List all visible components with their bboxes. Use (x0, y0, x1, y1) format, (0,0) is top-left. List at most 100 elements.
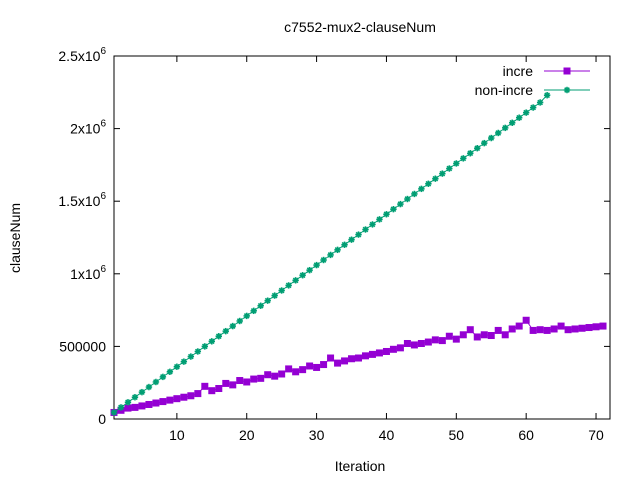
data-point (264, 371, 272, 379)
data-point (194, 390, 202, 398)
data-point (201, 343, 209, 350)
data-point (592, 323, 600, 331)
x-axis-label: Iteration (335, 458, 386, 474)
data-point (236, 377, 244, 385)
data-point (376, 216, 383, 223)
data-point (418, 185, 425, 193)
data-point (550, 325, 558, 333)
data-point (488, 134, 495, 142)
legend-label: non-incre (475, 82, 534, 98)
y-tick-label: 2.5x106 (58, 46, 106, 64)
data-point (522, 316, 530, 324)
data-point (145, 400, 153, 408)
data-point (173, 363, 181, 370)
data-point (466, 326, 474, 334)
data-point (145, 383, 153, 391)
data-point (313, 261, 320, 269)
data-point (159, 398, 167, 406)
data-point (502, 124, 509, 132)
data-point (396, 344, 404, 352)
y-tick-label-exponent: 6 (100, 191, 106, 202)
legend-item: incre (503, 63, 590, 79)
data-point (481, 139, 488, 147)
data-point (348, 236, 355, 243)
data-point (390, 205, 397, 213)
data-point (382, 347, 390, 355)
data-point (299, 272, 306, 279)
data-point (292, 368, 300, 376)
y-tick-label: 0 (98, 411, 106, 427)
legend-label: incre (503, 63, 534, 79)
data-point (264, 297, 271, 304)
data-point (243, 378, 251, 386)
data-point (453, 160, 460, 167)
data-point (180, 358, 188, 365)
data-point (257, 374, 265, 382)
x-tick-label: 30 (309, 427, 325, 443)
data-point (543, 92, 551, 99)
data-point (250, 307, 257, 315)
data-point (194, 348, 202, 355)
y-tick-label: 500000 (59, 338, 106, 354)
data-point (320, 256, 327, 264)
data-point (557, 322, 565, 330)
data-point (271, 292, 278, 299)
data-point (522, 109, 530, 116)
data-point (348, 355, 356, 363)
data-point (362, 226, 369, 233)
data-point (292, 277, 299, 284)
y-tick-label-base: 0 (98, 411, 106, 427)
data-point (215, 385, 223, 393)
data-point (271, 372, 279, 380)
data-point (536, 326, 544, 334)
data-point (361, 352, 369, 360)
data-point (375, 349, 383, 357)
data-point (285, 365, 293, 373)
data-point (432, 175, 439, 182)
x-tick-label: 70 (588, 427, 604, 443)
data-point (278, 370, 286, 378)
data-point (473, 333, 481, 341)
data-point (299, 366, 307, 374)
data-point (278, 287, 285, 294)
data-point (564, 326, 572, 334)
x-tick-label: 40 (379, 427, 395, 443)
data-point (529, 326, 537, 334)
data-point (474, 145, 481, 152)
y-tick-label-exponent: 6 (100, 46, 106, 57)
data-point (222, 327, 229, 335)
data-point (187, 392, 195, 400)
data-point (306, 362, 314, 370)
data-point (495, 129, 502, 137)
y-tick-label-exponent: 6 (100, 264, 106, 275)
data-point (320, 361, 328, 369)
data-point (411, 190, 418, 198)
y-tick-label-base: 1.5x10 (58, 193, 100, 209)
data-point (480, 331, 488, 339)
data-point (571, 325, 579, 333)
legend-marker (563, 67, 571, 75)
y-tick-label-base: 2x10 (70, 121, 101, 137)
data-point (243, 312, 250, 320)
data-point (215, 333, 222, 340)
x-tick-label: 50 (449, 427, 465, 443)
y-tick-label: 1x106 (70, 264, 106, 282)
data-point (131, 394, 139, 401)
data-point (578, 324, 586, 332)
data-point (417, 339, 425, 347)
data-point (599, 322, 607, 330)
data-point (180, 393, 188, 401)
data-point (438, 337, 446, 345)
data-point (424, 338, 432, 346)
data-point (452, 335, 460, 343)
data-point (383, 211, 390, 218)
data-point (229, 381, 237, 389)
data-point (117, 404, 125, 411)
legend-item: non-incre (475, 82, 590, 98)
data-point (208, 387, 216, 395)
data-point (508, 119, 516, 126)
y-tick-label: 2x106 (70, 119, 106, 137)
data-point (404, 195, 411, 203)
plot-frame (113, 55, 611, 420)
axis-ticks: 10 20 30 40 50 60 7005000001x1061.5x1062x1062.… (58, 46, 610, 443)
